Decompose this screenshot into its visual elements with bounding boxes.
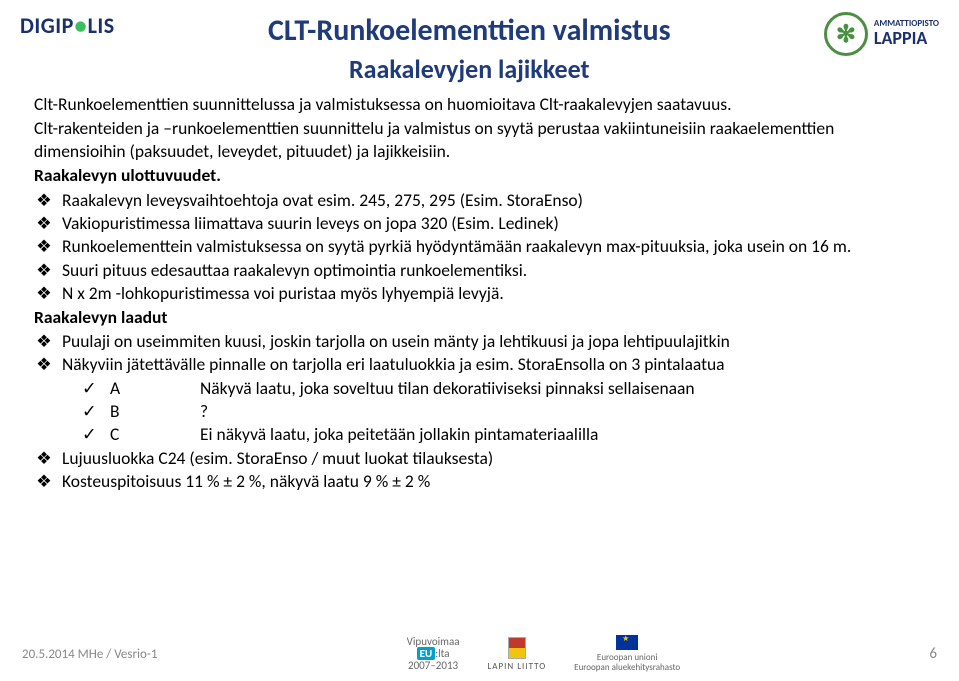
eu-logo: Euroopan unioni Euroopan aluekehitysraha…	[574, 635, 680, 673]
vipuvoimaa-logo: Vipuvoimaa EU:lta 2007–2013	[407, 636, 460, 672]
grade-row: ✓ B ?	[82, 400, 925, 422]
check-icon: ✓	[82, 423, 100, 445]
sub-title: Raakalevyjen lajikkeet	[115, 53, 824, 85]
grade-row: ✓ C Ei näkyvä laatu, joka peitetään joll…	[82, 423, 925, 445]
digipolis-logo: DIGIP●LIS	[20, 12, 115, 39]
check-icon: ✓	[82, 377, 100, 399]
bullet-item: ❖ Lujuusluokka C24 (esim. StoraEnso / mu…	[34, 447, 925, 469]
diamond-icon: ❖	[34, 189, 54, 211]
grade-label: A	[110, 377, 190, 399]
digipolis-text: DIGIP●LIS	[20, 12, 115, 39]
page-number: 6	[929, 645, 937, 663]
grade-desc: Ei näkyvä laatu, joka peitetään jollakin…	[200, 423, 925, 445]
bullet-item: ❖ Raakalevyn leveysvaihtoehtoja ovat esi…	[34, 189, 925, 211]
bullet-item: ❖ N x 2m -lohkopuristimessa voi puristaa…	[34, 282, 925, 304]
diamond-icon: ❖	[34, 330, 54, 352]
diamond-icon: ❖	[34, 447, 54, 469]
crest-icon	[508, 637, 526, 659]
bullet-item: ❖ Kosteuspitoisuus 11 % ± 2 %, näkyvä la…	[34, 470, 925, 492]
footer-logos: Vipuvoimaa EU:lta 2007–2013 LAPIN LIITTO…	[407, 635, 681, 673]
slide-header: DIGIP●LIS CLT-Runkoelementtien valmistus…	[0, 0, 959, 85]
diamond-icon: ❖	[34, 259, 54, 281]
intro-p3: Raakalevyn ulottuvuudet.	[34, 164, 925, 186]
bullet-item: ❖ Puulaji on useimmiten kuusi, joskin ta…	[34, 330, 925, 352]
grade-desc: Näkyvä laatu, joka soveltuu tilan dekora…	[200, 377, 925, 399]
bullet-item: ❖ Näkyviin jätettävälle pinnalle on tarj…	[34, 353, 925, 375]
intro-p1: Clt-Runkoelementtien suunnittelussa ja v…	[34, 93, 925, 115]
intro-p2: Clt-rakenteiden ja –runkoelementtien suu…	[34, 117, 925, 162]
bullet-item: ❖ Runkoelementtein valmistuksessa on syy…	[34, 235, 925, 257]
footer-date-author: 20.5.2014 MHe / Vesrio-1	[22, 647, 157, 662]
diamond-icon: ❖	[34, 353, 54, 375]
slide-footer: 20.5.2014 MHe / Vesrio-1 Vipuvoimaa EU:l…	[0, 635, 959, 673]
eu-flag-icon	[616, 635, 638, 650]
lappia-logo: ✻ AMMATTIOPISTO LAPPIA	[824, 12, 939, 56]
lappia-label: AMMATTIOPISTO LAPPIA	[874, 19, 939, 49]
diamond-icon: ❖	[34, 282, 54, 304]
diamond-icon: ❖	[34, 470, 54, 492]
grade-label: B	[110, 400, 190, 422]
grade-row: ✓ A Näkyvä laatu, joka soveltuu tilan de…	[82, 377, 925, 399]
bullet-item: ❖ Suuri pituus edesauttaa raakalevyn opt…	[34, 259, 925, 281]
bullet-item: ❖ Vakiopuristimessa liimattava suurin le…	[34, 212, 925, 234]
check-icon: ✓	[82, 400, 100, 422]
grade-desc: ?	[200, 400, 925, 422]
main-title: CLT-Runkoelementtien valmistus	[115, 12, 824, 49]
grade-label: C	[110, 423, 190, 445]
title-block: CLT-Runkoelementtien valmistus Raakalevy…	[115, 12, 824, 85]
lappia-icon: ✻	[824, 12, 868, 56]
lapin-liitto-logo: LAPIN LIITTO	[488, 637, 547, 672]
diamond-icon: ❖	[34, 235, 54, 257]
slide-body: Clt-Runkoelementtien suunnittelussa ja v…	[0, 85, 959, 493]
section2-title: Raakalevyn laadut	[34, 306, 925, 328]
diamond-icon: ❖	[34, 212, 54, 234]
grade-list: ✓ A Näkyvä laatu, joka soveltuu tilan de…	[82, 377, 925, 446]
